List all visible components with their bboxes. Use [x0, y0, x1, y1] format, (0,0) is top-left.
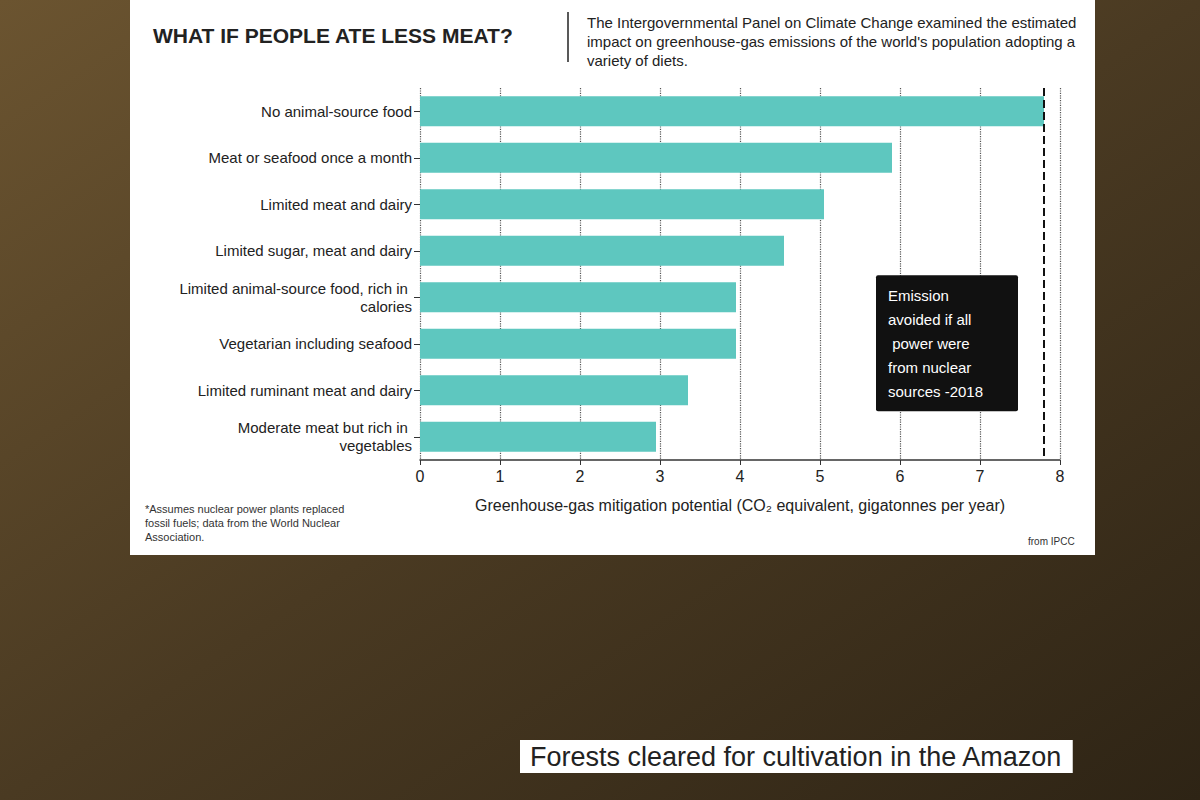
- svg-text:6: 6: [896, 468, 905, 485]
- svg-text:8: 8: [1056, 468, 1065, 485]
- svg-text:vegetables: vegetables: [339, 437, 412, 454]
- svg-text:4: 4: [736, 468, 745, 485]
- svg-text:5: 5: [816, 468, 825, 485]
- svg-text:Limited sugar, meat and dairy: Limited sugar, meat and dairy: [215, 242, 412, 259]
- svg-text:fossil fuels; data from the Wo: fossil fuels; data from the World Nuclea…: [145, 517, 343, 529]
- svg-text:power were: power were: [888, 335, 974, 352]
- svg-text:variety of diets.: variety of diets.: [587, 52, 688, 69]
- svg-text:Limited meat and dairy: Limited meat and dairy: [260, 196, 412, 213]
- svg-text:3: 3: [656, 468, 665, 485]
- svg-text:Limited animal-source food, ri: Limited animal-source food, rich in: [179, 280, 412, 297]
- svg-text:avoided if all: avoided if all: [888, 311, 971, 328]
- svg-text:Moderate meat but rich in: Moderate meat but rich in: [238, 419, 412, 436]
- svg-text:Greenhouse-gas mitigation pote: Greenhouse-gas mitigation potential (CO₂…: [475, 497, 1005, 514]
- svg-text:Vegetarian including seafood: Vegetarian including seafood: [219, 335, 412, 352]
- svg-text:sources -2018: sources -2018: [888, 383, 983, 400]
- svg-text:1: 1: [496, 468, 505, 485]
- svg-text:Emission: Emission: [888, 287, 953, 304]
- svg-text:0: 0: [416, 468, 425, 485]
- svg-text:2: 2: [576, 468, 585, 485]
- svg-text:*Assumes nuclear power plants: *Assumes nuclear power plants replaced: [145, 503, 347, 515]
- svg-text:No animal-source food: No animal-source food: [261, 103, 412, 120]
- svg-text:WHAT IF PEOPLE ATE LESS MEAT?: WHAT IF PEOPLE ATE LESS MEAT?: [153, 24, 513, 47]
- svg-text:impact on greenhouse-gas emiss: impact on greenhouse-gas emissions of th…: [587, 33, 1079, 50]
- svg-text:The Intergovernmental Panel on: The Intergovernmental Panel on Climate C…: [587, 14, 1081, 31]
- svg-text:from nuclear: from nuclear: [888, 359, 976, 376]
- svg-text:calories: calories: [360, 298, 412, 315]
- svg-text:7: 7: [976, 468, 985, 485]
- svg-text:from IPCC: from IPCC: [1028, 536, 1075, 547]
- svg-text:Forests cleared for cultivatio: Forests cleared for cultivation in the A…: [530, 742, 1061, 772]
- svg-text:Meat or seafood once a month: Meat or seafood once a month: [209, 149, 412, 166]
- svg-text:Association.: Association.: [145, 531, 204, 543]
- svg-text:Limited ruminant meat and dair: Limited ruminant meat and dairy: [198, 382, 413, 399]
